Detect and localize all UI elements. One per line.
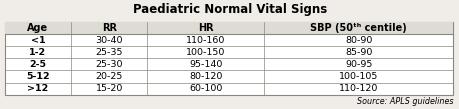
Text: 80-90: 80-90	[344, 36, 372, 45]
Text: >12: >12	[27, 84, 49, 93]
Bar	[5, 22, 452, 34]
Text: 100-150: 100-150	[186, 48, 225, 57]
Text: HR: HR	[198, 23, 213, 33]
Text: 25-35: 25-35	[95, 48, 123, 57]
Text: SBP (50ᵗʰ centile): SBP (50ᵗʰ centile)	[310, 23, 406, 33]
Text: 85-90: 85-90	[344, 48, 372, 57]
Text: RR: RR	[101, 23, 117, 33]
Text: 15-20: 15-20	[95, 84, 123, 93]
Text: 1-2: 1-2	[29, 48, 46, 57]
Text: 90-95: 90-95	[344, 60, 372, 69]
Bar	[5, 22, 452, 95]
Text: 80-120: 80-120	[189, 72, 222, 81]
Text: Age: Age	[28, 23, 48, 33]
Text: Source: APLS guidelines: Source: APLS guidelines	[356, 97, 452, 106]
Text: 60-100: 60-100	[189, 84, 222, 93]
Text: 20-25: 20-25	[95, 72, 123, 81]
Text: 30-40: 30-40	[95, 36, 123, 45]
Text: 100-105: 100-105	[338, 72, 378, 81]
Text: 95-140: 95-140	[189, 60, 222, 69]
Text: 110-160: 110-160	[186, 36, 225, 45]
Text: 2-5: 2-5	[29, 60, 46, 69]
Text: <1: <1	[31, 36, 45, 45]
Text: 25-30: 25-30	[95, 60, 123, 69]
Text: Paediatric Normal Vital Signs: Paediatric Normal Vital Signs	[133, 3, 326, 16]
Text: 110-120: 110-120	[338, 84, 378, 93]
Text: 5-12: 5-12	[26, 72, 50, 81]
